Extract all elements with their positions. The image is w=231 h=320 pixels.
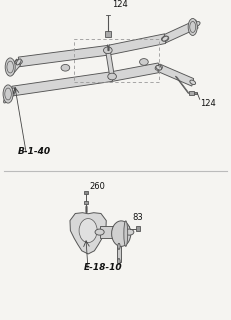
FancyBboxPatch shape: [84, 201, 88, 204]
Polygon shape: [164, 20, 198, 43]
Polygon shape: [106, 50, 114, 77]
Ellipse shape: [161, 36, 169, 41]
Ellipse shape: [10, 88, 15, 94]
Ellipse shape: [103, 47, 112, 54]
Ellipse shape: [194, 22, 200, 27]
Polygon shape: [8, 59, 21, 75]
Text: 260: 260: [89, 182, 105, 191]
Ellipse shape: [5, 58, 15, 76]
Text: 124: 124: [112, 0, 128, 9]
Text: E-18-10: E-18-10: [84, 263, 122, 272]
Ellipse shape: [188, 19, 197, 36]
Ellipse shape: [124, 221, 128, 246]
Ellipse shape: [190, 21, 196, 33]
Ellipse shape: [190, 80, 196, 84]
Polygon shape: [107, 34, 166, 55]
Ellipse shape: [15, 60, 22, 64]
Ellipse shape: [156, 66, 162, 70]
Polygon shape: [4, 88, 15, 103]
Ellipse shape: [108, 74, 116, 79]
Ellipse shape: [16, 59, 21, 65]
Polygon shape: [117, 246, 121, 261]
Ellipse shape: [104, 48, 112, 53]
Ellipse shape: [162, 36, 168, 41]
Polygon shape: [18, 45, 108, 67]
Polygon shape: [12, 72, 112, 96]
Ellipse shape: [9, 89, 16, 93]
Ellipse shape: [108, 73, 116, 80]
Ellipse shape: [112, 221, 131, 246]
Ellipse shape: [118, 259, 120, 265]
FancyBboxPatch shape: [105, 30, 111, 36]
FancyBboxPatch shape: [136, 226, 140, 231]
Polygon shape: [112, 63, 159, 81]
Ellipse shape: [118, 243, 120, 249]
Ellipse shape: [3, 85, 13, 103]
Ellipse shape: [107, 47, 109, 53]
FancyBboxPatch shape: [189, 91, 194, 95]
Ellipse shape: [4, 97, 8, 103]
Ellipse shape: [140, 59, 148, 65]
Ellipse shape: [95, 229, 104, 235]
Polygon shape: [158, 64, 194, 86]
FancyBboxPatch shape: [194, 92, 198, 94]
Ellipse shape: [61, 64, 70, 71]
Ellipse shape: [111, 74, 113, 79]
FancyBboxPatch shape: [84, 191, 88, 194]
FancyBboxPatch shape: [106, 11, 110, 15]
Ellipse shape: [108, 74, 116, 79]
Polygon shape: [70, 213, 106, 254]
Ellipse shape: [125, 229, 134, 235]
Ellipse shape: [155, 65, 162, 70]
Polygon shape: [100, 226, 129, 238]
Ellipse shape: [79, 219, 97, 243]
Ellipse shape: [7, 61, 13, 73]
Text: 83: 83: [132, 213, 143, 222]
Ellipse shape: [104, 48, 111, 53]
Ellipse shape: [5, 88, 11, 100]
Text: 124: 124: [200, 99, 216, 108]
Ellipse shape: [8, 69, 13, 75]
Text: B-1-40: B-1-40: [17, 147, 51, 156]
